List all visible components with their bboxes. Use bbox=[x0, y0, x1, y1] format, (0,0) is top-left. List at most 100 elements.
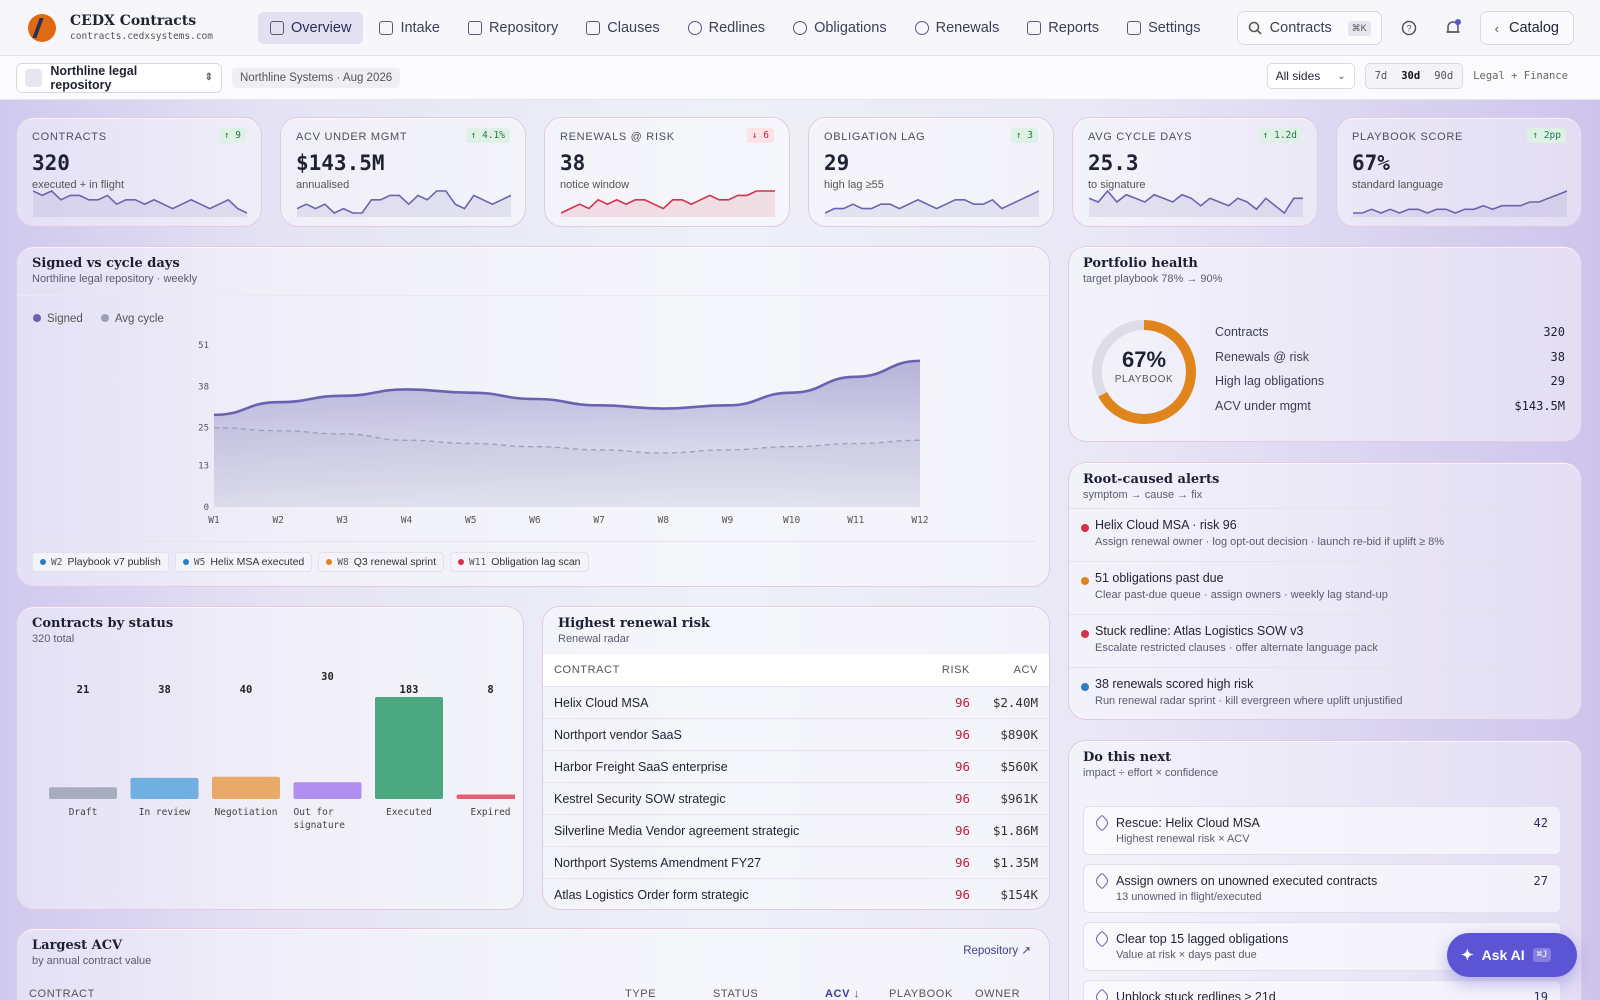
col-playbook[interactable]: PLAYBOOK bbox=[889, 988, 953, 1000]
status-bar[interactable] bbox=[212, 776, 280, 799]
nav-renewals[interactable]: Renewals bbox=[903, 12, 1012, 44]
col-risk[interactable]: RISK bbox=[941, 664, 970, 676]
event-chip[interactable]: W8 Q3 renewal sprint bbox=[318, 552, 445, 572]
kpi-label: OBLIGATION LAG bbox=[824, 131, 926, 143]
action-item[interactable]: Rescue: Helix Cloud MSA Highest renewal r… bbox=[1083, 806, 1561, 855]
range-90d[interactable]: 90d bbox=[1434, 70, 1454, 82]
status-bar-chart: 21 Draft 38 In review 40 Negotiation 30 Out for… bbox=[49, 671, 516, 831]
col-acv-sorted[interactable]: ACV ↓ bbox=[825, 988, 860, 1000]
repository-link[interactable]: Repository ↗ bbox=[963, 945, 1031, 957]
stat-label: High lag obligations bbox=[1215, 374, 1325, 389]
nav-intake[interactable]: Intake bbox=[367, 12, 452, 44]
notifications-button[interactable] bbox=[1436, 11, 1470, 45]
brand[interactable]: CEDX Contracts contracts.cedxsystems.com bbox=[28, 13, 228, 42]
nav-obligations[interactable]: Obligations bbox=[781, 12, 899, 44]
sides-select[interactable]: All sides ⌄ bbox=[1266, 63, 1355, 89]
status-bar[interactable] bbox=[130, 777, 199, 799]
stat-value: 29 bbox=[1550, 374, 1565, 389]
svg-text:?: ? bbox=[1406, 24, 1411, 34]
legend-item[interactable]: Avg cycle bbox=[100, 313, 164, 325]
nav-reports[interactable]: Reports bbox=[1015, 12, 1111, 44]
ask-ai-button[interactable]: ✦ Ask AI ⌘J bbox=[1447, 933, 1577, 977]
status-bar[interactable] bbox=[293, 782, 362, 799]
nav-repository[interactable]: Repository bbox=[456, 12, 570, 44]
contracts-search[interactable]: Contracts ⌘K bbox=[1236, 11, 1382, 45]
col-contract[interactable]: CONTRACT bbox=[29, 988, 95, 1000]
table-row[interactable]: Northport Systems Amendment FY27 96 $1.35M bbox=[543, 846, 1049, 878]
col-contract[interactable]: CONTRACT bbox=[554, 664, 620, 676]
status-title: Contracts by status bbox=[32, 616, 174, 631]
kpi-label: RENEWALS @ RISK bbox=[560, 131, 675, 143]
table-row[interactable]: Helix Cloud MSA 96 $2.40M bbox=[543, 686, 1049, 718]
status-bar[interactable] bbox=[456, 794, 516, 799]
nav-redlines[interactable]: Redlines bbox=[676, 12, 777, 44]
event-label: Obligation lag scan bbox=[491, 556, 581, 568]
stat-row: ACV under mgmt $143.5M bbox=[1215, 394, 1565, 419]
portfolio-subtitle: target playbook 78% → 90% bbox=[1083, 273, 1223, 285]
nav-label: Repository bbox=[488, 19, 559, 36]
table-row[interactable]: Silverline Media Vendor agreement strate… bbox=[543, 814, 1049, 846]
alert-item[interactable]: 51 obligations past due Clear past-due qu… bbox=[1069, 561, 1581, 614]
portfolio-health-card: Portfolio health target playbook 78% → 9… bbox=[1068, 246, 1582, 442]
kpi-card-renewals[interactable]: RENEWALS @ RISK ↓ 6 38 notice window bbox=[544, 117, 790, 227]
table-row[interactable]: Northport vendor SaaS 96 $890K bbox=[543, 718, 1049, 750]
chart-subtitle: Northline legal repository · weekly bbox=[32, 273, 198, 285]
kpi-label: CONTRACTS bbox=[32, 131, 107, 143]
bar-category-label: Out for bbox=[294, 807, 334, 818]
event-chip[interactable]: W2 Playbook v7 publish bbox=[32, 552, 169, 572]
action-item[interactable]: Unblock stuck redlines ≥ 21d 19 bbox=[1083, 980, 1561, 1000]
kpi-value: $143.5M bbox=[296, 151, 385, 175]
renewal-table-header: CONTRACT RISK ACV bbox=[543, 654, 1049, 686]
col-type[interactable]: TYPE bbox=[625, 988, 657, 1000]
alert-item[interactable]: 38 renewals scored high risk Run renewal … bbox=[1069, 667, 1581, 719]
event-chip[interactable]: W5 Helix MSA executed bbox=[174, 552, 313, 572]
status-bar[interactable] bbox=[49, 787, 117, 799]
kpi-card-cycle-days[interactable]: AVG CYCLE DAYS ↑ 1.2d 25.3 to signature bbox=[1072, 117, 1318, 227]
next-title: Do this next bbox=[1083, 750, 1172, 765]
range-7d[interactable]: 7d bbox=[1374, 70, 1388, 82]
action-title: Rescue: Helix Cloud MSA bbox=[1116, 816, 1260, 830]
col-status[interactable]: STATUS bbox=[713, 988, 759, 1000]
sparkline-line bbox=[1089, 189, 1303, 215]
y-tick-label: 0 bbox=[204, 503, 209, 513]
alert-item[interactable]: Helix Cloud MSA · risk 96 Assign renewal … bbox=[1069, 508, 1581, 561]
alert-detail: Clear past-due queue · assign owners · w… bbox=[1095, 589, 1388, 601]
x-tick-label: W10 bbox=[783, 515, 800, 526]
kpi-card-playbook[interactable]: PLAYBOOK SCORE ↑ 2pp 67% standard langua… bbox=[1336, 117, 1582, 227]
table-row[interactable]: Kestrel Security SOW strategic 96 $961K bbox=[543, 782, 1049, 814]
brand-title: CEDX Contracts bbox=[70, 13, 197, 29]
legend-item[interactable]: Signed bbox=[33, 313, 83, 325]
col-acv[interactable]: ACV bbox=[1013, 664, 1038, 676]
stat-row: Contracts 320 bbox=[1215, 320, 1565, 345]
kpi-card-acv[interactable]: ACV UNDER MGMT ↑ 4.1% $143.5M annualised bbox=[280, 117, 526, 227]
col-owner[interactable]: OWNER bbox=[975, 988, 1021, 1000]
event-chip[interactable]: W11 Obligation lag scan bbox=[450, 552, 589, 572]
alert-dot bbox=[1081, 524, 1089, 532]
table-row[interactable]: Atlas Logistics Order form strategic 96 $1… bbox=[543, 878, 1049, 909]
cell-risk: 96 bbox=[954, 759, 970, 774]
chevron-left-icon: ‹ bbox=[1494, 20, 1500, 36]
portfolio-title: Portfolio health bbox=[1083, 256, 1198, 271]
chevron-down-icon: ⌄ bbox=[1337, 70, 1346, 82]
help-button[interactable]: ? bbox=[1392, 11, 1426, 45]
event-tag: W5 bbox=[193, 556, 206, 568]
nav-overview[interactable]: Overview bbox=[258, 11, 364, 44]
cell-acv: $961K bbox=[1000, 791, 1038, 806]
status-subtitle: 320 total bbox=[32, 633, 75, 645]
status-bar[interactable] bbox=[375, 697, 443, 799]
nav-settings[interactable]: Settings bbox=[1115, 12, 1212, 44]
chart-title: Signed vs cycle days bbox=[32, 256, 180, 271]
catalog-button[interactable]: ‹ Catalog bbox=[1479, 11, 1574, 45]
status-chart-card: Contracts by status 320 total 21 Draft 38 I… bbox=[16, 606, 524, 910]
nav-clauses[interactable]: Clauses bbox=[574, 12, 671, 44]
action-detail: Value at risk × days past due bbox=[1116, 949, 1257, 961]
alert-item[interactable]: Stuck redline: Atlas Logistics SOW v3 Esc… bbox=[1069, 614, 1581, 667]
repository-selector[interactable]: Northline legal repository ⇕ bbox=[16, 62, 222, 93]
range-30d[interactable]: 30d bbox=[1401, 70, 1421, 82]
action-detail: Highest renewal risk × ACV bbox=[1116, 833, 1250, 845]
table-row[interactable]: Harbor Freight SaaS enterprise 96 $560K bbox=[543, 750, 1049, 782]
action-item[interactable]: Assign owners on unowned executed contra… bbox=[1083, 864, 1561, 913]
kpi-card-contracts[interactable]: CONTRACTS ↑ 9 320 executed + in flight bbox=[16, 117, 262, 227]
kpi-card-obligation-lag[interactable]: OBLIGATION LAG ↑ 3 29 high lag ≥55 bbox=[808, 117, 1054, 227]
x-tick-label: W6 bbox=[529, 515, 541, 526]
